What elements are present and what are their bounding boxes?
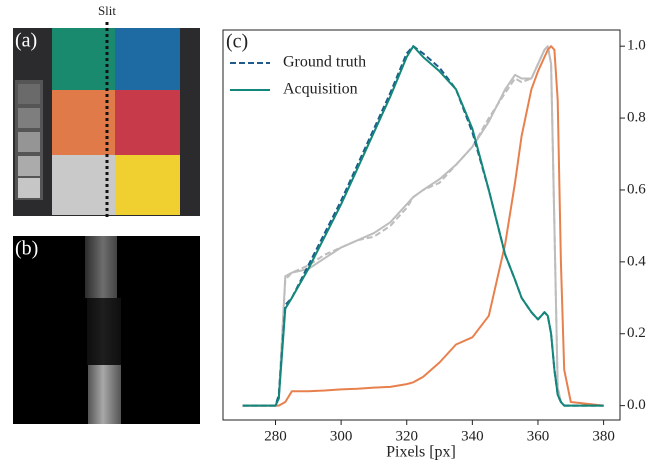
swatch xyxy=(18,84,40,104)
panel-c: (c) Pixels [px] 280 300 320 340 360 380 0.0 0.2… xyxy=(222,29,646,461)
series-line xyxy=(242,45,604,407)
slit-label: Slit xyxy=(98,3,116,18)
x-tick-label: 340 xyxy=(461,428,484,444)
strip-shade xyxy=(85,236,121,424)
patch xyxy=(115,155,180,215)
y-tick-label: 0.4 xyxy=(627,253,646,269)
series-line xyxy=(242,45,604,407)
y-tick-label: 1.0 xyxy=(627,38,646,54)
patch xyxy=(52,155,115,215)
patch xyxy=(52,90,115,155)
swatch xyxy=(18,156,40,176)
x-tick-label: 320 xyxy=(395,428,418,444)
legend-label: Acquisition xyxy=(283,81,358,98)
y-tick-label: 0.0 xyxy=(627,397,646,413)
series-line xyxy=(242,45,604,407)
panel-label: (c) xyxy=(226,31,248,53)
y-tick-label: 0.2 xyxy=(627,325,646,341)
swatch xyxy=(18,178,40,198)
panel-b: (b) xyxy=(13,236,200,424)
panel-a: Slit (a) xyxy=(13,3,200,220)
x-tick-label: 360 xyxy=(527,428,550,444)
patch xyxy=(115,90,180,155)
legend-label: Ground truth xyxy=(283,54,366,71)
series-line xyxy=(242,45,604,407)
swatch xyxy=(18,132,40,152)
x-tick-label: 280 xyxy=(264,428,287,444)
series-line xyxy=(242,45,604,407)
x-tick-label: 380 xyxy=(592,428,615,444)
plot-frame xyxy=(222,29,621,421)
panel-label: (a) xyxy=(15,30,37,52)
swatch xyxy=(18,108,40,128)
y-tick-label: 0.6 xyxy=(627,181,646,197)
x-axis-label: Pixels [px] xyxy=(386,444,456,461)
x-tick-label: 300 xyxy=(330,428,353,444)
y-tick-label: 0.8 xyxy=(627,110,646,126)
panel-label: (b) xyxy=(15,238,38,260)
patch xyxy=(52,28,115,90)
patch xyxy=(115,28,180,90)
